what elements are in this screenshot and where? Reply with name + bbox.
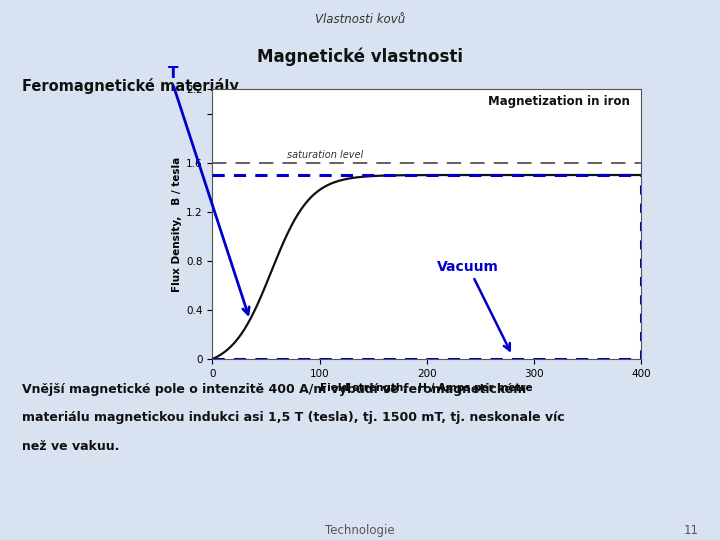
Text: Vnější magnetické pole o intenzitě 400 A/m vybudí ve feromagnetickém: Vnější magnetické pole o intenzitě 400 A… (22, 383, 526, 396)
X-axis label: Field strength,   H / Amps per metre: Field strength, H / Amps per metre (320, 383, 533, 393)
Text: Magnetické vlastnosti: Magnetické vlastnosti (257, 48, 463, 66)
Text: materiálu magnetickou indukci asi 1,5 T (tesla), tj. 1500 mT, tj. neskonale víc: materiálu magnetickou indukci asi 1,5 T … (22, 411, 564, 424)
Text: Technologie: Technologie (325, 524, 395, 537)
Text: Magnetization in iron: Magnetization in iron (488, 95, 630, 108)
Text: než ve vakuu.: než ve vakuu. (22, 440, 119, 453)
Y-axis label: Flux Density,   B / tesla: Flux Density, B / tesla (172, 157, 182, 292)
Text: 11: 11 (683, 524, 698, 537)
Text: T: T (168, 66, 178, 81)
Text: Vacuum: Vacuum (437, 260, 510, 350)
Text: Vlastnosti kovů: Vlastnosti kovů (315, 13, 405, 26)
Text: saturation level: saturation level (287, 150, 364, 160)
Text: Feromagnetické materiály: Feromagnetické materiály (22, 78, 238, 94)
